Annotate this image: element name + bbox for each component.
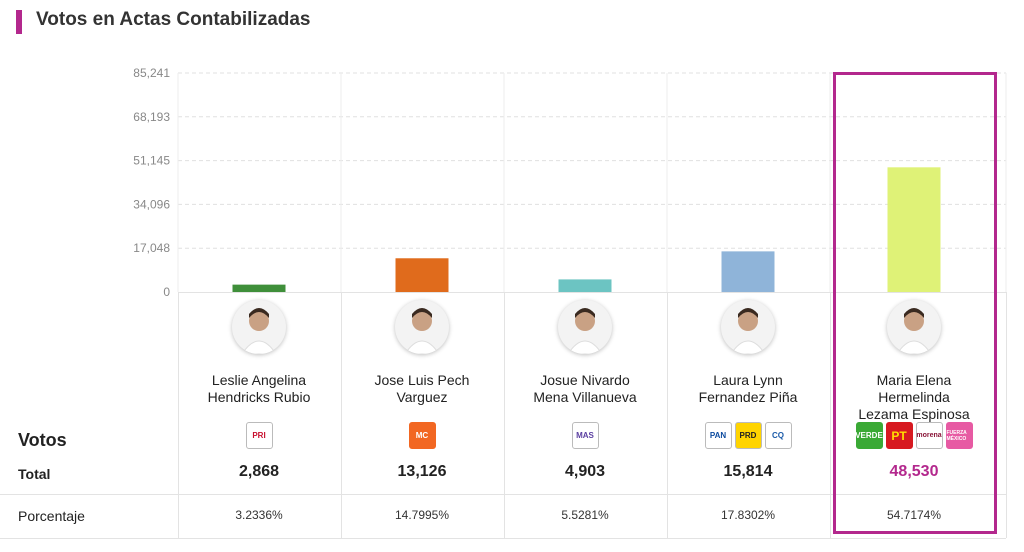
candidate-photo — [887, 300, 941, 354]
bar-4[interactable] — [721, 251, 775, 292]
col-divider — [341, 292, 342, 538]
col-divider — [667, 292, 668, 538]
candidate-name: Leslie Angelina Hendricks Rubio — [178, 372, 340, 406]
candidate-name-line: Josue Nivardo — [540, 372, 630, 388]
candidate-percentage: 14.7995% — [394, 508, 450, 522]
candidate-name-line: Jose Luis Pech — [374, 372, 470, 388]
candidate-name-line: Hermelinda — [878, 389, 950, 405]
party-logos: MC — [341, 422, 503, 449]
title-accent-bar — [16, 10, 22, 34]
candidate-name-line: Lezama Espinosa — [858, 406, 970, 422]
candidate-photo — [395, 300, 449, 354]
party-logo-icon: morena — [915, 422, 943, 449]
bar-3[interactable] — [558, 279, 612, 292]
y-tick-label: 51,145 — [133, 154, 170, 168]
votos-row-label: Votos — [18, 430, 67, 450]
candidate-percentage: 5.5281% — [561, 508, 609, 522]
y-tick-label: 85,241 — [133, 66, 170, 80]
axis-baseline — [178, 292, 1006, 293]
row-divider-bottom — [0, 538, 1006, 539]
candidate-name-line: Laura Lynn — [713, 372, 783, 388]
candidate-name: Jose Luis Pech Varguez — [341, 372, 503, 406]
row-divider — [0, 494, 1006, 495]
total-row-label: Total — [18, 466, 51, 482]
candidate-name-line: Leslie Angelina — [211, 372, 307, 388]
party-logo-icon: PT — [885, 422, 913, 449]
col-divider — [830, 292, 831, 538]
party-logo-icon: VERDE — [855, 422, 883, 449]
candidate-name-line: Varguez — [396, 389, 448, 405]
candidate-photo — [558, 300, 612, 354]
y-tick-label: 34,096 — [133, 197, 170, 211]
y-tick-label: 17,048 — [133, 241, 170, 255]
col-divider — [1006, 292, 1007, 538]
page-title: Votos en Actas Contabilizadas — [36, 9, 311, 30]
candidate-name-line: Hendricks Rubio — [207, 389, 311, 405]
candidate-total-votes: 13,126 — [397, 463, 447, 480]
party-logos: PRI — [178, 422, 340, 449]
bar-1[interactable] — [232, 284, 286, 292]
party-logos: MAS — [504, 422, 666, 449]
party-logo-icon: MC — [408, 422, 436, 449]
candidate-name: Josue Nivardo Mena Villanueva — [504, 372, 666, 406]
y-tick-label: 68,193 — [133, 110, 170, 124]
candidate-name-line: Mena Villanueva — [533, 389, 637, 405]
party-logo-icon: PRD — [734, 422, 762, 449]
porcentaje-row-label: Porcentaje — [18, 508, 85, 524]
candidate-name: Maria Elena Hermelinda Lezama Espinosa — [833, 372, 995, 423]
col-divider — [178, 292, 179, 538]
candidate-photo — [721, 300, 775, 354]
y-tick-label: 0 — [163, 285, 170, 299]
candidate-total-votes: 2,868 — [238, 463, 280, 480]
party-logo-icon: PRI — [245, 422, 273, 449]
candidate-name-line: Fernandez Piña — [698, 389, 798, 405]
candidate-percentage: 3.2336% — [235, 508, 283, 522]
party-logos: PAN PRD CQ — [667, 422, 829, 449]
candidate-total-votes: 4,903 — [564, 463, 606, 480]
candidate-name-line: Maria Elena — [876, 372, 952, 388]
candidate-name: Laura Lynn Fernandez Piña — [667, 372, 829, 406]
party-logo-icon: PAN — [704, 422, 732, 449]
party-logo-icon: CQ — [764, 422, 792, 449]
party-logo-icon: MAS — [571, 422, 599, 449]
candidate-percentage: 17.8302% — [720, 508, 776, 522]
candidate-total-votes: 15,814 — [723, 463, 773, 480]
party-logo-icon: FUERZA MÉXICO — [945, 422, 973, 449]
col-divider — [504, 292, 505, 538]
candidate-total-votes: 48,530 — [889, 463, 939, 480]
candidate-photo — [232, 300, 286, 354]
party-logos: VERDE PT morena FUERZA MÉXICO — [833, 422, 995, 449]
vote-bar-chart: 0 17,048 34,096 51,145 68,193 85,241 — [133, 66, 1007, 299]
bar-5[interactable] — [887, 167, 941, 292]
candidate-percentage: 54.7174% — [886, 508, 942, 522]
bar-2[interactable] — [395, 258, 449, 292]
